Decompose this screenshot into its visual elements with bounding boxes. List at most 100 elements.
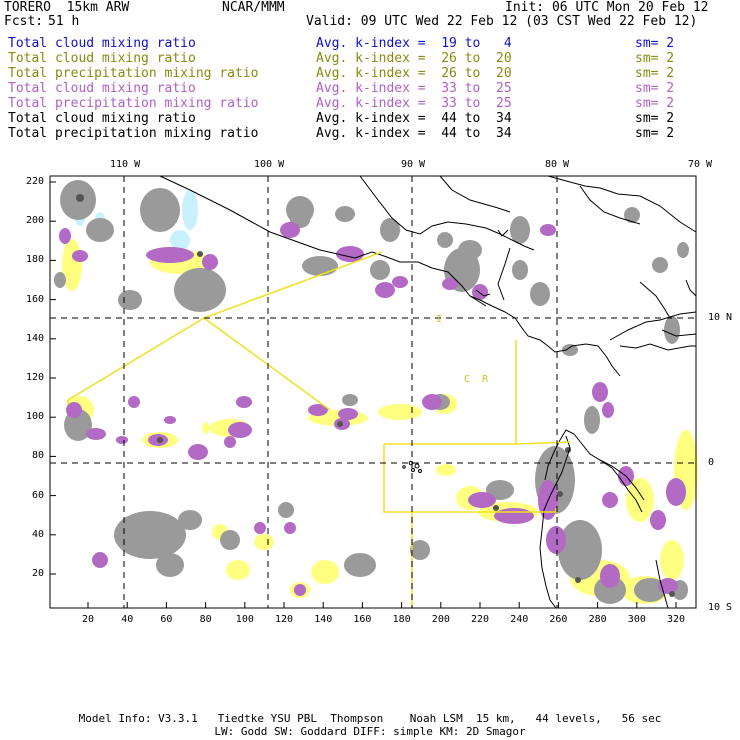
cloud-violet-cell — [294, 584, 306, 596]
cloud-violet-cell — [284, 522, 296, 534]
cloud-dark-core — [669, 591, 675, 597]
x-tick-label: 80 — [199, 614, 212, 625]
legend-smoothing: sm= 2 — [635, 126, 675, 141]
legend-k-index: Avg. k-index = 26 to 20 — [316, 51, 512, 66]
y-tick-label: 180 — [26, 254, 45, 266]
cloud-violet-cell — [254, 522, 266, 534]
fcst-label: Fcst: — [4, 14, 44, 29]
y-tick-label: 80 — [32, 450, 45, 462]
cloud-yellow-cell — [378, 404, 422, 420]
cloud-violet-cell — [116, 436, 128, 444]
legend-smoothing: sm= 2 — [635, 51, 675, 66]
cloud-gray-cell — [512, 260, 528, 280]
cloud-dark-core — [197, 251, 203, 257]
y-tick-label: 200 — [26, 215, 45, 227]
cloud-violet-cell — [66, 402, 82, 418]
legend-smoothing: sm= 2 — [635, 66, 675, 81]
cloud-violet-cell — [128, 396, 140, 408]
lon-label-70w: 70 W — [688, 159, 713, 170]
cloud-violet-cell — [280, 222, 300, 238]
cloud-violet-cell — [666, 478, 686, 506]
cloud-gray-cell — [634, 578, 666, 602]
axis-ticks — [50, 181, 677, 608]
legend-row: Total cloud mixing ratio Avg. k-index = 2… — [8, 51, 733, 66]
x-tick-label: 120 — [275, 614, 294, 625]
cloud-violet-cell — [164, 416, 176, 424]
x-tick-label: 260 — [549, 614, 568, 625]
cloud-violet-cell — [59, 228, 71, 244]
cloud-gray-cell — [220, 530, 240, 550]
cloud-gray-cell — [677, 242, 689, 258]
cloud-gray-cell — [335, 206, 355, 222]
lat-label-0: 0 — [708, 457, 715, 468]
coastline — [159, 175, 697, 609]
legend-field: Total precipitation mixing ratio — [8, 66, 259, 81]
cloud-yellow-cell — [202, 422, 210, 434]
cloud-violet-cell — [650, 510, 666, 530]
cloud-gray-cell — [114, 511, 186, 559]
x-tick-label: 220 — [471, 614, 490, 625]
cloud-violet-cell — [92, 552, 108, 568]
legend-field: Total cloud mixing ratio — [8, 36, 196, 51]
legend-field: Total cloud mixing ratio — [8, 51, 196, 66]
map-frame — [49, 175, 697, 609]
x-tick-label: 20 — [82, 614, 95, 625]
cloud-yellow-cell — [436, 464, 456, 476]
cloud-violet-cell — [592, 382, 608, 402]
model-info-line2: LW: Godd SW: Goddard DIFF: simple KM: 2D… — [214, 725, 526, 738]
cloud-yellow-cell — [626, 478, 654, 522]
cloud-yellow-cell — [254, 534, 274, 550]
y-tick-label: 140 — [26, 332, 45, 344]
legend-k-index: Avg. k-index = 33 to 25 — [316, 81, 512, 96]
cloud-violet-cell — [72, 250, 88, 262]
cloud-gray-cell — [530, 282, 550, 306]
lat-label-10s: 10 S — [708, 602, 733, 613]
cloud-gray-cell — [140, 188, 180, 232]
cloud-gray-cell — [562, 344, 578, 356]
lon-label-110w: 110 W — [110, 159, 141, 170]
cloud-violet-cell — [468, 492, 496, 508]
cloud-violet-cell — [336, 246, 364, 262]
cloud-gray-cell — [458, 240, 482, 260]
cloud-gray-cell — [342, 394, 358, 406]
cloud-gray-cell — [558, 520, 602, 580]
cloud-violet-cell — [658, 578, 678, 594]
cloud-violet-cell — [338, 408, 358, 420]
region-label-c: C — [464, 374, 471, 385]
legend-k-index: Avg. k-index = 44 to 34 — [316, 111, 512, 126]
x-tick-label: 160 — [353, 614, 372, 625]
cloud-violet-cell — [236, 396, 252, 408]
cloud-yellow-cell — [311, 560, 339, 584]
region-label-r: R — [482, 374, 489, 385]
lon-label-100w: 100 W — [254, 159, 285, 170]
cloud-gray-cell — [86, 218, 114, 242]
cloud-gray-cell — [278, 502, 294, 518]
y-tick-label: 120 — [26, 372, 45, 383]
y-tick-label: 60 — [32, 489, 45, 501]
cloud-dark-core — [337, 421, 343, 427]
legend-smoothing: sm= 2 — [635, 111, 675, 126]
model-info-line1: Model Info: V3.3.1 Tiedtke YSU PBL Thomp… — [78, 712, 662, 725]
y-tick-label: 220 — [26, 176, 45, 187]
cloud-dark-core — [557, 491, 563, 497]
y-tick-label: 20 — [32, 568, 45, 579]
legend-k-index: Avg. k-index = 26 to 20 — [316, 66, 512, 81]
cloud-violet-cell — [392, 276, 408, 288]
cloud-violet-cell — [188, 444, 208, 460]
cloud-gray-cell — [54, 272, 66, 288]
cloud-violet-cell — [546, 526, 566, 554]
legend-row: Total cloud mixing ratio Avg. k-index = 3… — [8, 81, 733, 96]
legend-row: Total cloud mixing ratio Avg. k-index = 4… — [8, 111, 733, 126]
cloud-violet-cell — [224, 436, 236, 448]
x-tick-label: 60 — [160, 614, 173, 625]
cloud-cyan-cell — [182, 190, 198, 230]
region-label-i: I — [436, 314, 443, 325]
x-tick-label: 100 — [235, 614, 254, 625]
cloud-gray-cell — [584, 406, 600, 434]
x-tick-label: 320 — [667, 614, 686, 625]
cloud-violet-cell — [86, 428, 106, 440]
cloud-gray-cell — [344, 553, 376, 577]
x-tick-label: 40 — [121, 614, 134, 625]
x-tick-label: 200 — [431, 614, 450, 625]
